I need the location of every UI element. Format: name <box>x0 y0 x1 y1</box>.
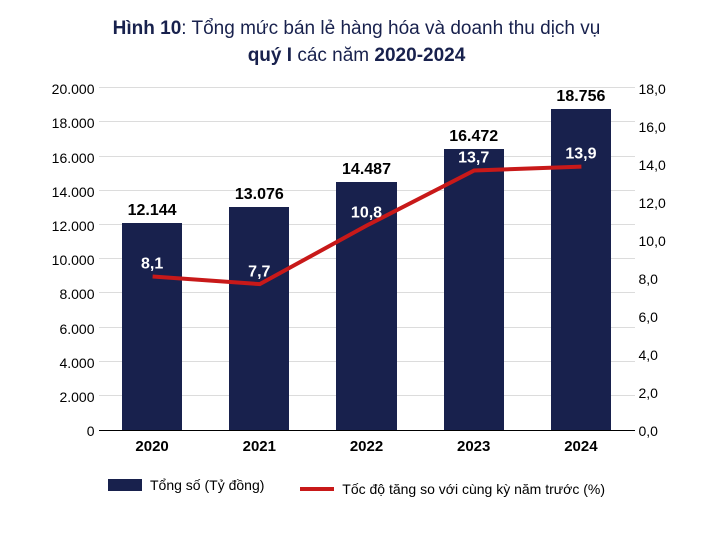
x-tick: 2023 <box>457 438 490 455</box>
x-tick: 2021 <box>243 438 276 455</box>
y-left-tick: 6.000 <box>37 321 95 337</box>
y-left-tick: 8.000 <box>37 286 95 302</box>
line-value-label: 10,8 <box>351 204 382 222</box>
bar-swatch-icon <box>108 479 142 491</box>
y-left-tick: 4.000 <box>37 355 95 371</box>
y-left-tick: 0 <box>37 423 95 439</box>
gridline <box>99 87 635 88</box>
bar-value-label: 12.144 <box>128 202 177 220</box>
y-right-tick: 10,0 <box>639 233 677 249</box>
y-right-tick: 18,0 <box>639 81 677 97</box>
y-right-tick: 4,0 <box>639 347 677 363</box>
y-left-tick: 12.000 <box>37 218 95 234</box>
x-tick: 2022 <box>350 438 383 455</box>
y-left-tick: 18.000 <box>37 115 95 131</box>
line-series <box>99 89 635 430</box>
y-left-tick: 16.000 <box>37 150 95 166</box>
y-left-tick: 10.000 <box>37 252 95 268</box>
y-right-tick: 8,0 <box>639 271 677 287</box>
bar-value-label: 16.472 <box>449 128 498 146</box>
chart-area: 12.144 8,1 13.076 7,7 14.487 10,8 16.472 13,7 18… <box>37 83 677 473</box>
y-right-tick: 16,0 <box>639 119 677 135</box>
line-swatch-icon <box>300 487 334 491</box>
legend-line: Tốc độ tăng so với cùng kỳ năm trước (%) <box>300 481 605 497</box>
y-right-tick: 2,0 <box>639 385 677 401</box>
plot-region: 12.144 8,1 13.076 7,7 14.487 10,8 16.472 13,7 18… <box>99 89 635 431</box>
x-tick: 2024 <box>564 438 597 455</box>
legend-bar-label: Tổng số (Tỷ đồng) <box>150 477 264 493</box>
y-right-tick: 14,0 <box>639 157 677 173</box>
legend-line-label: Tốc độ tăng so với cùng kỳ năm trước (%) <box>342 481 605 497</box>
legend: Tổng số (Tỷ đồng) Tốc độ tăng so với cùn… <box>30 477 683 497</box>
line-value-label: 13,9 <box>565 145 596 163</box>
line-value-label: 7,7 <box>248 263 270 281</box>
legend-bar: Tổng số (Tỷ đồng) <box>108 477 264 493</box>
y-right-tick: 6,0 <box>639 309 677 325</box>
x-tick: 2020 <box>135 438 168 455</box>
y-left-tick: 2.000 <box>37 389 95 405</box>
trend-line <box>152 167 581 284</box>
y-right-tick: 12,0 <box>639 195 677 211</box>
y-left-tick: 20.000 <box>37 81 95 97</box>
bar-value-label: 13.076 <box>235 186 284 204</box>
bar-value-label: 18.756 <box>556 88 605 106</box>
line-value-label: 13,7 <box>458 149 489 167</box>
y-right-tick: 0,0 <box>639 423 677 439</box>
y-left-tick: 14.000 <box>37 184 95 200</box>
line-value-label: 8,1 <box>141 256 163 274</box>
bar-value-label: 14.487 <box>342 161 391 179</box>
chart-title: Hình 10: Tổng mức bán lẻ hàng hóa và doa… <box>30 16 683 69</box>
